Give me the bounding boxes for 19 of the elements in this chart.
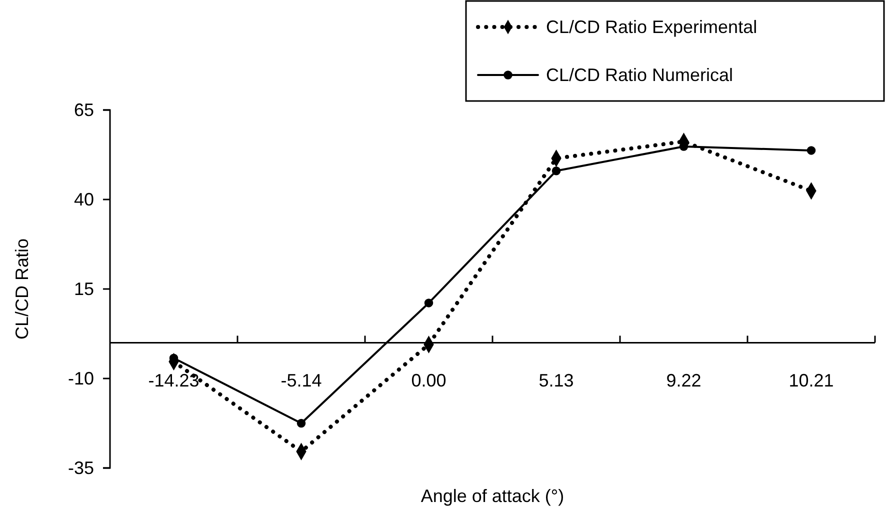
point bbox=[296, 418, 306, 428]
x-tick-label: 5.13 bbox=[538, 370, 574, 391]
x-tick-label: -14.23 bbox=[148, 370, 200, 391]
y-tick-label: 65 bbox=[74, 100, 94, 120]
point bbox=[424, 298, 434, 308]
legend-label: CL/CD Ratio Numerical bbox=[546, 65, 734, 85]
y-tick-label: 15 bbox=[74, 278, 94, 299]
legend-label: CL/CD Ratio Experimental bbox=[546, 17, 758, 37]
y-tick-label: -35 bbox=[68, 458, 94, 478]
y-axis-title: CL/CD Ratio bbox=[12, 238, 32, 340]
point bbox=[806, 146, 816, 155]
x-tick-label: 9.22 bbox=[666, 370, 702, 391]
y-tick-label: -10 bbox=[68, 368, 94, 388]
y-tick-label: 40 bbox=[74, 189, 94, 210]
x-axis-title: Angle of attack (°) bbox=[420, 486, 564, 506]
x-tick-label: 10.21 bbox=[788, 370, 834, 391]
x-tick-label: 0.00 bbox=[411, 370, 446, 391]
x-tick-label: -5.14 bbox=[280, 370, 322, 391]
point bbox=[552, 166, 561, 176]
